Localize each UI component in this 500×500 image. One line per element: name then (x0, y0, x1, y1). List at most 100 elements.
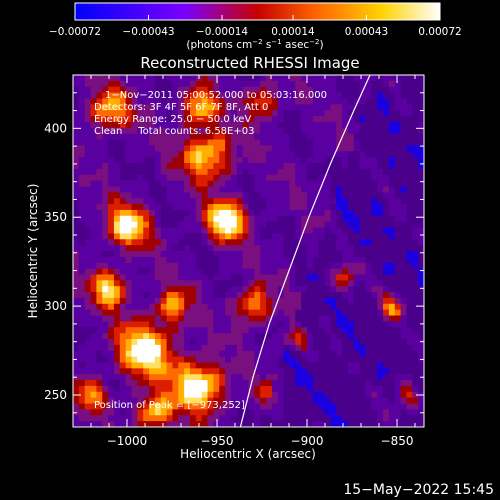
heatmap-cell (207, 321, 214, 328)
heatmap-cell (394, 80, 401, 88)
heatmap-cell (96, 192, 103, 199)
heatmap-cell (394, 186, 401, 193)
heatmap-cell (365, 339, 372, 346)
heatmap-cell (201, 327, 208, 334)
heatmap-cell (336, 321, 343, 328)
heatmap-cell (400, 233, 407, 240)
heatmap-cell (353, 98, 361, 105)
heatmap-cell (131, 368, 138, 375)
heatmap-cell (248, 204, 255, 211)
heatmap-cell (383, 262, 390, 269)
heatmap-cell (219, 86, 226, 93)
heatmap-cell (230, 157, 238, 164)
heatmap-cell (248, 139, 255, 146)
heatmap-cell (131, 198, 138, 205)
heatmap-cell (166, 280, 173, 287)
heatmap-cell (113, 256, 121, 264)
heatmap-cell (113, 380, 121, 387)
heatmap-cell (219, 356, 226, 363)
heatmap-cell (143, 133, 150, 140)
heatmap-cell (195, 139, 203, 146)
heatmap-cell (137, 274, 144, 281)
heatmap-cell (102, 145, 109, 152)
heatmap-cell (125, 321, 132, 328)
heatmap-cell (73, 362, 80, 369)
heatmap-cell (277, 309, 284, 316)
heatmap-cell (78, 121, 86, 129)
heatmap-cell (388, 157, 396, 164)
heatmap-cell (254, 350, 261, 357)
heatmap-cell (178, 274, 185, 281)
heatmap-cell (236, 92, 244, 99)
heatmap-cell (353, 133, 361, 140)
heatmap-cell (277, 251, 284, 258)
heatmap-cell (295, 309, 302, 316)
heatmap-cell (383, 86, 390, 93)
heatmap-cell (307, 104, 314, 111)
heatmap-cell (271, 186, 279, 193)
heatmap-cell (271, 356, 279, 363)
heatmap-cell (359, 397, 366, 404)
heatmap-cell (254, 121, 261, 129)
heatmap-cell (184, 333, 191, 340)
heatmap-cell (143, 409, 150, 416)
heatmap-cell (90, 116, 97, 123)
heatmap-cell (143, 192, 150, 199)
heatmap-cell (301, 303, 308, 311)
heatmap-cell (143, 121, 150, 129)
heatmap-cell (96, 110, 103, 117)
heatmap-cell (236, 339, 244, 346)
heatmap-cell (125, 297, 132, 305)
heatmap-cell (113, 397, 121, 404)
heatmap-cell (418, 262, 424, 269)
heatmap-cell (371, 403, 378, 410)
heatmap-cell (73, 286, 80, 293)
heatmap-cell (108, 174, 115, 181)
heatmap-cell (330, 297, 337, 305)
heatmap-cell (365, 333, 372, 340)
heatmap-cell (318, 104, 325, 111)
heatmap-cell (137, 403, 144, 410)
heatmap-cell (113, 391, 121, 399)
heatmap-cell (113, 262, 121, 269)
heatmap-cell (418, 321, 424, 328)
heatmap-cell (160, 333, 167, 340)
heatmap-cell (178, 327, 185, 334)
heatmap-cell (400, 292, 407, 299)
heatmap-cell (154, 174, 162, 181)
heatmap-cell (207, 157, 214, 164)
heatmap-cell (371, 356, 378, 363)
heatmap-cell (102, 362, 109, 369)
heatmap-cell (353, 374, 361, 381)
heatmap-cell (318, 415, 325, 422)
heatmap-cell (406, 344, 413, 352)
heatmap-cell (131, 274, 138, 281)
heatmap-cell (143, 262, 150, 269)
heatmap-cell (353, 286, 361, 293)
heatmap-cell (207, 344, 214, 352)
heatmap-cell (248, 344, 255, 352)
heatmap-cell (383, 333, 390, 340)
heatmap-cell (400, 86, 407, 93)
heatmap-cell (113, 350, 121, 357)
heatmap-cell (160, 350, 167, 357)
heatmap-cell (137, 421, 144, 427)
heatmap-cell (108, 391, 115, 399)
heatmap-cell (388, 362, 396, 369)
heatmap-cell (324, 139, 331, 146)
heatmap-cell (84, 286, 91, 293)
heatmap-cell (418, 368, 424, 375)
heatmap-cell (271, 280, 279, 287)
heatmap-cell (301, 374, 308, 381)
heatmap-cell (277, 133, 284, 140)
heatmap-cell (277, 180, 284, 187)
heatmap-cell (266, 362, 273, 369)
heatmap-cell (359, 75, 366, 82)
heatmap-cell (266, 262, 273, 269)
heatmap-cell (277, 227, 284, 234)
heatmap-cell (137, 245, 144, 252)
heatmap-cell (394, 415, 401, 422)
heatmap-cell (113, 110, 121, 117)
heatmap-cell (295, 286, 302, 293)
heatmap-cell (336, 221, 343, 228)
